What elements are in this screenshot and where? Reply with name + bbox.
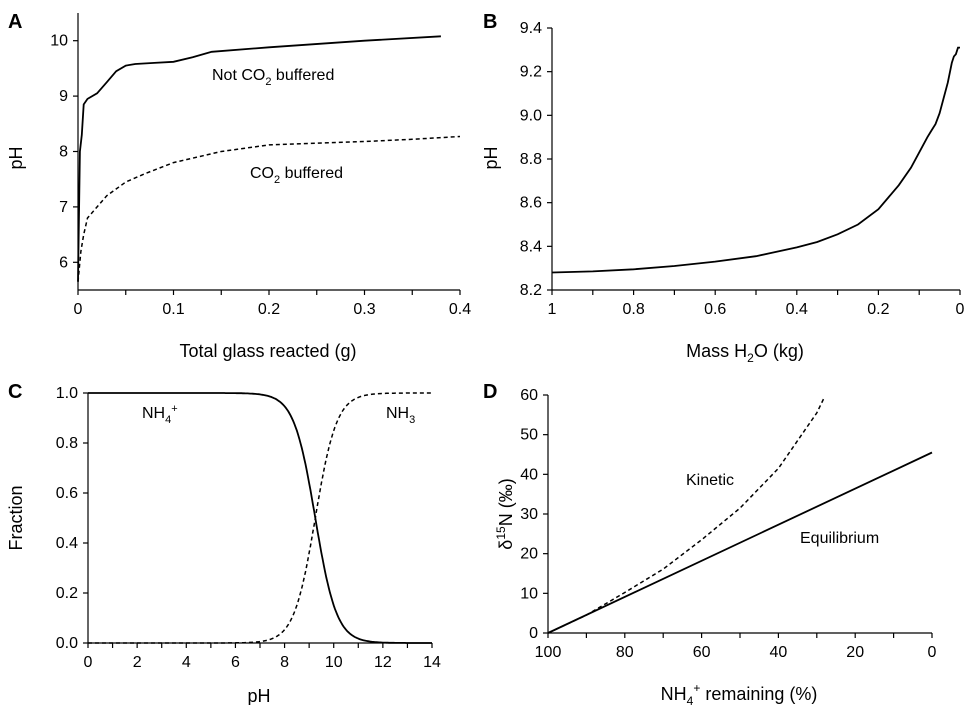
panel-label-c: C bbox=[8, 381, 22, 403]
x-tick-label: 0.6 bbox=[704, 301, 726, 318]
y-tick-label: 0.4 bbox=[56, 535, 78, 552]
y-tick-label: 7 bbox=[59, 199, 68, 216]
annotation-co2-buffered: CO2 buffered bbox=[250, 165, 343, 186]
y-tick-label: 0 bbox=[529, 625, 538, 642]
x-tick-label: 40 bbox=[770, 644, 788, 661]
annotation-nh3: NH3 bbox=[386, 405, 415, 426]
series-line-not-co2-buffered bbox=[77, 35, 441, 282]
panel-label-d: D bbox=[483, 381, 497, 403]
x-tick-label: 100 bbox=[535, 644, 562, 661]
x-tick-label: 80 bbox=[616, 644, 634, 661]
y-tick-label: 8.6 bbox=[520, 195, 542, 212]
panel-b: 1 0.8 0.6 0.4 0.2 0 8.2 8.4 8.6 8.8 9.0 9.2 9.4 Mass… bbox=[481, 20, 965, 365]
annotation-equilibrium: Equilibrium bbox=[800, 530, 879, 547]
series-line-b-0 bbox=[551, 46, 960, 274]
panel-label-a: A bbox=[8, 11, 22, 33]
annotation-not-co2-buffered: Not CO2 buffered bbox=[212, 67, 334, 88]
x-tick-label: 14 bbox=[423, 654, 441, 671]
x-tick-label: 0.2 bbox=[867, 301, 889, 318]
y-tick-label: 1.0 bbox=[56, 385, 78, 402]
y-tick-label: 8.8 bbox=[520, 151, 542, 168]
series-line-co2-buffered bbox=[77, 135, 461, 282]
panel-b-y-axis-label: pH bbox=[481, 146, 501, 169]
series-line-nh4 bbox=[88, 392, 432, 644]
y-tick-label: 8.4 bbox=[520, 238, 542, 255]
panel-c-series bbox=[88, 392, 432, 644]
panel-d: 100 80 60 40 20 0 0 10 20 30 40 50 60 NH4+ remaining… bbox=[494, 387, 937, 705]
y-tick-label: 10 bbox=[50, 33, 68, 50]
y-tick-label: 60 bbox=[520, 387, 538, 404]
y-tick-label: 9.0 bbox=[520, 107, 542, 124]
y-tick-label: 6 bbox=[59, 254, 68, 271]
x-tick-label: 0.3 bbox=[353, 301, 375, 318]
x-tick-label: 8 bbox=[280, 654, 289, 671]
series-line-equilibrium bbox=[547, 451, 933, 634]
panel-label-b: B bbox=[483, 11, 497, 33]
panel-a-y-axis-label: pH bbox=[6, 146, 26, 169]
y-tick-label: 8 bbox=[59, 144, 68, 161]
y-tick-label: 9.2 bbox=[520, 64, 542, 81]
x-tick-label: 0.1 bbox=[162, 301, 184, 318]
panel-c-axes: 0 2 4 6 8 10 12 14 0.0 0.2 0.4 0.6 0.8 1.0 bbox=[56, 385, 441, 671]
panel-d-x-axis-label: NH4+ remaining (%) bbox=[661, 681, 818, 705]
y-tick-label: 0.8 bbox=[56, 435, 78, 452]
panel-a-x-axis-label: Total glass reacted (g) bbox=[179, 341, 356, 361]
annotation-kinetic: Kinetic bbox=[686, 472, 734, 489]
x-tick-label: 0 bbox=[74, 301, 83, 318]
series-line-kinetic bbox=[547, 396, 826, 634]
x-tick-label: 12 bbox=[374, 654, 392, 671]
x-tick-label: 0.4 bbox=[786, 301, 808, 318]
panel-d-axes: 100 80 60 40 20 0 0 10 20 30 40 50 60 bbox=[520, 387, 936, 661]
panel-d-series bbox=[547, 396, 933, 634]
panel-a-series bbox=[77, 35, 461, 282]
panel-d-y-axis-label: δ15N (‰) bbox=[494, 478, 516, 549]
series-line-nh3 bbox=[88, 392, 432, 644]
y-tick-label: 20 bbox=[520, 546, 538, 563]
y-tick-label: 50 bbox=[520, 427, 538, 444]
y-tick-label: 10 bbox=[520, 585, 538, 602]
x-tick-label: 60 bbox=[693, 644, 711, 661]
x-tick-label: 2 bbox=[133, 654, 142, 671]
panel-c-y-axis-label: Fraction bbox=[6, 485, 26, 550]
panel-c: 0 2 4 6 8 10 12 14 0.0 0.2 0.4 0.6 0.8 1.0 pH Fractio… bbox=[6, 385, 441, 705]
x-tick-label: 0.8 bbox=[622, 301, 644, 318]
x-tick-label: 0.2 bbox=[258, 301, 280, 318]
y-tick-label: 30 bbox=[520, 506, 538, 523]
panel-b-x-axis-label: Mass H2O (kg) bbox=[686, 341, 804, 365]
y-tick-label: 0.2 bbox=[56, 585, 78, 602]
x-tick-label: 20 bbox=[846, 644, 864, 661]
y-tick-label: 9.4 bbox=[520, 20, 542, 37]
y-tick-label: 8.2 bbox=[520, 282, 542, 299]
panel-b-series bbox=[551, 46, 960, 274]
x-tick-label: 0 bbox=[956, 301, 965, 318]
y-tick-label: 0.6 bbox=[56, 485, 78, 502]
x-tick-label: 6 bbox=[231, 654, 240, 671]
x-tick-label: 0 bbox=[84, 654, 93, 671]
x-tick-label: 4 bbox=[182, 654, 191, 671]
y-tick-label: 0.0 bbox=[56, 635, 78, 652]
panel-c-x-axis-label: pH bbox=[247, 686, 270, 705]
panel-a: 0 0.1 0.2 0.3 0.4 6 7 8 9 10 Total glass reacted … bbox=[6, 13, 471, 361]
x-tick-label: 10 bbox=[325, 654, 343, 671]
panel-b-axes: 1 0.8 0.6 0.4 0.2 0 8.2 8.4 8.6 8.8 9.0 9.2 9.4 bbox=[520, 20, 965, 318]
y-tick-label: 9 bbox=[59, 88, 68, 105]
x-tick-label: 1 bbox=[548, 301, 557, 318]
y-tick-label: 40 bbox=[520, 466, 538, 483]
annotation-nh4: NH4+ bbox=[142, 403, 178, 426]
x-tick-label: 0.4 bbox=[449, 301, 471, 318]
panel-a-axes: 0 0.1 0.2 0.3 0.4 6 7 8 9 10 bbox=[50, 13, 471, 318]
x-tick-label: 0 bbox=[928, 644, 937, 661]
